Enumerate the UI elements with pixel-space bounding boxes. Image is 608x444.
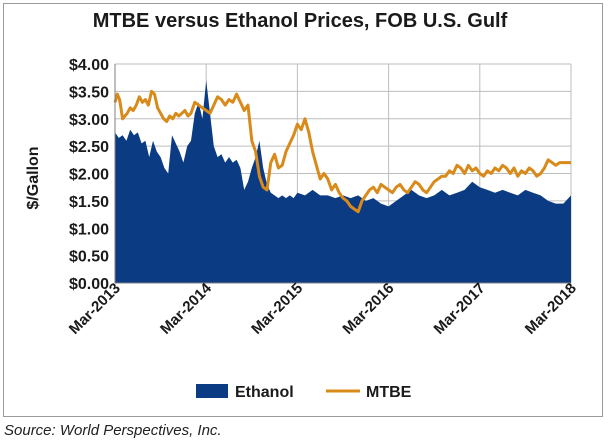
- y-tick-label: $0.00: [69, 276, 109, 293]
- x-tick-label: Mar-2015: [248, 280, 306, 338]
- series-layer: [113, 80, 571, 284]
- y-tick-label: $0.50: [69, 249, 109, 266]
- x-tick-label: Mar-2017: [431, 280, 489, 338]
- y-tick-label: $2.50: [69, 139, 109, 156]
- y-tick-label: $4.00: [69, 57, 109, 74]
- x-tick-label: Mar-2018: [522, 280, 580, 338]
- series-line-mtbe: [113, 89, 571, 214]
- legend-swatch-ethanol: [196, 384, 228, 398]
- x-tick-label: Mar-2014: [157, 279, 215, 337]
- y-tick-label: $3.50: [69, 84, 109, 101]
- chart-title: MTBE versus Ethanol Prices, FOB U.S. Gul…: [92, 10, 508, 32]
- legend-label-mtbe: MTBE: [366, 384, 412, 401]
- chart-svg: $0.00 $0.50 $1.00 $1.50 $2.00 $2.50 $3.00 $3.50…: [25, 57, 580, 401]
- y-tick-label: $2.00: [69, 167, 109, 184]
- y-tick-label: $1.00: [69, 221, 109, 238]
- axes: [114, 64, 571, 284]
- y-axis-label: $/Gallon: [25, 146, 42, 209]
- y-tick-label: $3.00: [69, 112, 109, 129]
- source-note: Source: World Perspectives, Inc.: [4, 422, 222, 439]
- x-tick-labels: Mar-2013 Mar-2014 Mar-2015 Mar-2016 Mar-2017…: [66, 279, 580, 337]
- y-tick-label: $1.50: [69, 194, 109, 211]
- y-tick-labels: $0.00 $0.50 $1.00 $1.50 $2.00 $2.50 $3.00 $3.50…: [69, 57, 109, 293]
- legend: Ethanol MTBE: [196, 384, 412, 401]
- x-tick-label: Mar-2016: [339, 280, 397, 338]
- legend-label-ethanol: Ethanol: [235, 384, 294, 401]
- series-area-ethanol: [115, 80, 571, 284]
